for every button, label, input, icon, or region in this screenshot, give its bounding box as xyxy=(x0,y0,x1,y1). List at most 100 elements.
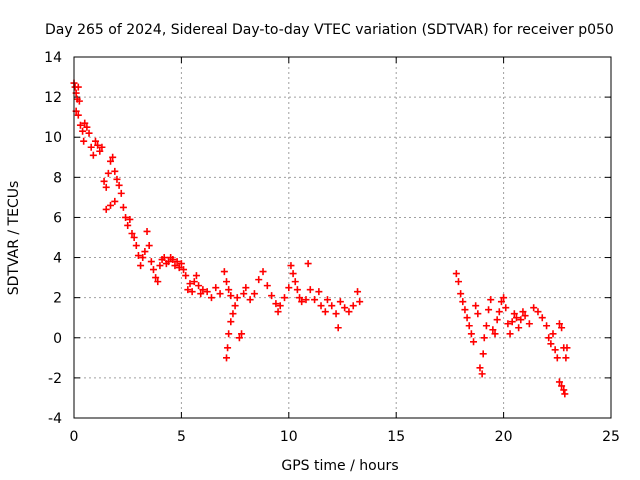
data-point xyxy=(551,346,559,354)
data-point xyxy=(91,137,99,145)
data-point xyxy=(192,272,200,280)
data-point xyxy=(227,318,235,326)
data-point xyxy=(233,294,241,302)
data-point xyxy=(186,280,194,288)
y-axis-label: SDTVAR / TECUs xyxy=(6,181,22,296)
data-point xyxy=(547,340,555,348)
data-point xyxy=(250,290,258,298)
data-point xyxy=(480,334,488,342)
data-point xyxy=(107,201,115,209)
y-tick-label: 10 xyxy=(44,130,62,146)
data-point xyxy=(177,260,185,268)
data-point xyxy=(478,370,486,378)
data-point xyxy=(240,290,248,298)
data-point xyxy=(145,242,153,250)
data-point xyxy=(117,189,125,197)
data-point xyxy=(75,97,83,105)
data-point xyxy=(220,268,228,276)
data-point xyxy=(491,330,499,338)
data-point xyxy=(225,330,233,338)
data-point xyxy=(311,296,319,304)
data-point xyxy=(467,330,475,338)
data-point xyxy=(235,334,243,342)
data-point xyxy=(79,127,87,135)
data-point xyxy=(184,286,192,294)
data-point xyxy=(147,258,155,266)
data-point xyxy=(238,330,246,338)
data-series xyxy=(70,79,571,398)
data-point xyxy=(223,278,231,286)
data-point xyxy=(98,143,106,151)
data-point xyxy=(345,308,353,316)
x-tick-label: 0 xyxy=(70,429,79,445)
data-point xyxy=(497,298,505,306)
data-point xyxy=(100,177,108,185)
data-point xyxy=(500,294,508,302)
data-point xyxy=(96,147,104,155)
data-point xyxy=(231,302,239,310)
data-point xyxy=(212,284,220,292)
y-axis: -4 -2 0 2 4 6 8 10 12 14 xyxy=(44,50,611,427)
data-point xyxy=(203,288,211,296)
data-point xyxy=(285,284,293,292)
data-point xyxy=(255,276,263,284)
data-point xyxy=(561,390,569,398)
data-point xyxy=(104,169,112,177)
data-point xyxy=(470,338,478,346)
data-point xyxy=(102,205,110,213)
data-point xyxy=(563,344,571,352)
data-point xyxy=(538,314,546,322)
data-point xyxy=(461,306,469,314)
data-point xyxy=(508,318,516,326)
data-point xyxy=(504,320,512,328)
data-point xyxy=(199,286,207,294)
data-point xyxy=(111,197,119,205)
data-point xyxy=(306,286,314,294)
data-point xyxy=(304,260,312,268)
y-tick-label: 8 xyxy=(53,170,62,186)
x-tick-label: 20 xyxy=(495,429,513,445)
data-point xyxy=(493,316,501,324)
data-point xyxy=(76,121,84,129)
data-point xyxy=(489,326,497,334)
data-point xyxy=(545,334,553,342)
grid xyxy=(74,57,611,418)
data-point xyxy=(246,296,254,304)
data-point xyxy=(268,292,276,300)
data-point xyxy=(321,308,329,316)
data-point xyxy=(149,266,157,274)
data-point xyxy=(160,254,168,262)
data-point xyxy=(323,296,331,304)
data-point xyxy=(152,274,160,282)
data-point xyxy=(139,254,147,262)
data-point xyxy=(132,242,140,250)
data-point xyxy=(521,312,529,320)
data-point xyxy=(207,294,215,302)
data-point xyxy=(143,227,151,235)
data-point xyxy=(224,344,232,352)
data-point xyxy=(83,123,91,131)
data-point xyxy=(553,354,561,362)
data-point xyxy=(94,141,102,149)
data-point xyxy=(188,288,196,296)
data-point xyxy=(332,310,340,318)
data-point xyxy=(334,324,342,332)
data-point xyxy=(197,290,205,298)
data-point xyxy=(274,308,282,316)
data-point xyxy=(134,252,142,260)
plot-border xyxy=(73,56,612,419)
data-point xyxy=(173,258,181,266)
data-point xyxy=(465,322,473,330)
data-point xyxy=(85,129,93,137)
data-point xyxy=(156,262,164,270)
data-point xyxy=(512,314,520,322)
data-point xyxy=(549,330,557,338)
data-point xyxy=(259,268,267,276)
data-point xyxy=(81,119,89,127)
data-point xyxy=(354,288,362,296)
data-point xyxy=(328,302,336,310)
data-point xyxy=(560,386,568,394)
data-point xyxy=(479,350,487,358)
data-point xyxy=(517,316,525,324)
